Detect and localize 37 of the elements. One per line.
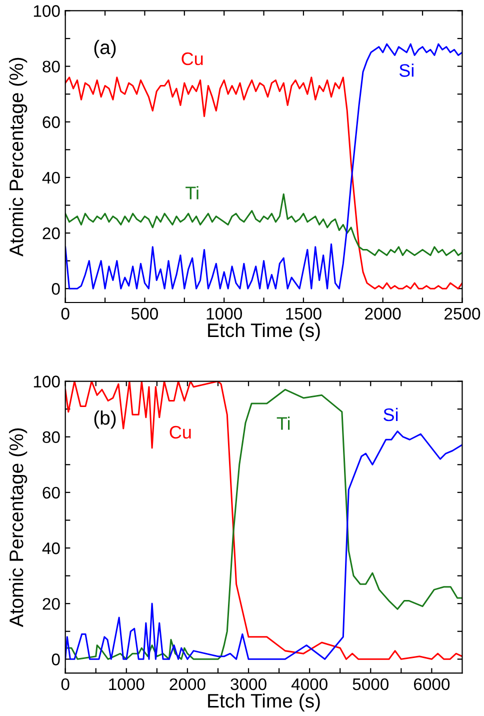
y-tick-label: 60	[42, 116, 60, 128]
x-tick-label: 2000	[170, 678, 206, 690]
x-tick-label: 4000	[291, 678, 328, 690]
y-tick-label: 40	[42, 172, 60, 184]
x-axis-title: Etch Time (s)	[208, 322, 320, 342]
y-tick-label: 20	[42, 227, 60, 240]
y-tick-label: 0	[52, 654, 60, 666]
y-tick-label: 0	[52, 283, 60, 295]
x-tick-label: 1000	[109, 678, 144, 690]
x-tick-label: 5000	[352, 678, 389, 690]
y-tick-label: 100	[34, 5, 60, 17]
y-axis-title: Atomic Percentage (%)	[8, 428, 28, 628]
series-label: Si	[384, 408, 398, 422]
x-axis-title: Etch Time (s)	[208, 693, 320, 712]
annotation: (a)	[94, 40, 116, 58]
y-tick-label: 100	[34, 376, 60, 388]
x-tick-label: 1500	[286, 308, 322, 320]
x-tick-label: 0	[61, 678, 70, 690]
series-label: Ti	[276, 416, 290, 430]
series-label: Ti	[186, 186, 198, 200]
x-tick-label: 6000	[414, 678, 450, 690]
x-tick-label: 0	[61, 308, 70, 320]
y-axis-title: Atomic Percentage (%)	[8, 58, 28, 257]
series-label: Cu	[170, 426, 191, 439]
series-label: Si	[399, 64, 414, 77]
y-tick-label: 20	[42, 598, 60, 610]
y-tick-label: 80	[42, 60, 60, 73]
annotation: (b)	[94, 410, 116, 429]
y-tick-label: 40	[42, 542, 60, 554]
y-tick-label: 60	[42, 486, 60, 499]
x-tick-label: 2000	[365, 308, 401, 320]
x-tick-label: 500	[131, 308, 158, 320]
x-tick-label: 1000	[206, 308, 242, 320]
series-label: Cu	[182, 52, 203, 66]
x-tick-label: 2500	[444, 308, 480, 320]
y-tick-label: 80	[42, 431, 60, 444]
x-tick-label: 3000	[230, 678, 266, 690]
